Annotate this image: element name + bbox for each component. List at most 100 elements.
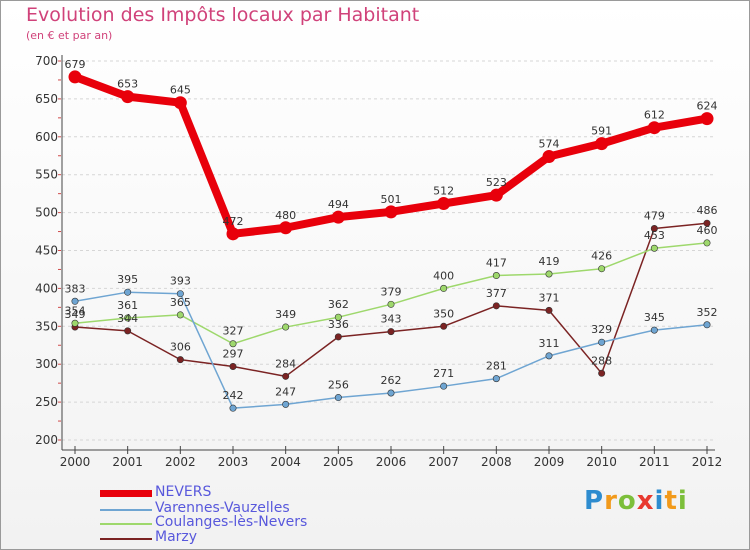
logo-letter: x <box>636 486 655 516</box>
data-point <box>334 313 342 321</box>
logo-letter: i <box>677 486 688 516</box>
x-tick-label: 2004 <box>270 455 301 469</box>
data-point <box>282 323 290 331</box>
data-point <box>229 404 237 412</box>
data-point <box>492 272 500 280</box>
data-label: 242 <box>223 389 244 402</box>
data-label: 361 <box>117 299 138 312</box>
x-tick-label: 2007 <box>428 455 459 469</box>
data-point <box>650 244 658 252</box>
data-point <box>68 70 82 84</box>
x-tick-label: 2000 <box>60 455 91 469</box>
y-tick-label: 400 <box>35 281 58 295</box>
data-point <box>545 352 553 360</box>
logo-letter: P <box>584 486 605 516</box>
data-label: 350 <box>433 307 454 320</box>
data-point <box>282 400 290 408</box>
data-point <box>703 239 711 247</box>
data-point <box>545 270 553 278</box>
data-point <box>387 328 395 336</box>
data-point <box>173 96 187 110</box>
y-tick-label: 550 <box>35 168 58 182</box>
data-label: 426 <box>591 250 612 263</box>
data-label: 480 <box>275 209 296 222</box>
data-point <box>650 225 658 233</box>
legend-label-marzy: Marzy <box>155 529 198 545</box>
data-point <box>703 321 711 329</box>
x-tick-label: 2011 <box>639 455 670 469</box>
legend-label-coulanges-les-nevers: Coulanges-lès-Nevers <box>155 514 308 530</box>
chart-title: Evolution des Impôts locaux par Habitant <box>26 4 420 26</box>
data-point <box>229 340 237 348</box>
data-label: 653 <box>117 78 138 91</box>
y-tick-label: 300 <box>35 357 58 371</box>
data-point <box>598 338 606 346</box>
data-point <box>121 90 135 104</box>
data-point <box>124 314 132 322</box>
proxiti-logo: Proxiti <box>584 486 688 516</box>
data-point <box>440 382 448 390</box>
y-tick-label: 450 <box>35 244 58 258</box>
legend-label-varennes-vauzelles: Varennes-Vauzelles <box>155 500 290 516</box>
data-label: 486 <box>697 204 718 217</box>
data-label: 377 <box>486 287 507 300</box>
data-point <box>703 219 711 227</box>
y-tick-label: 500 <box>35 206 58 220</box>
data-label: 297 <box>223 347 244 360</box>
data-point <box>440 322 448 330</box>
chart-subtitle: (en € et par an) <box>26 29 113 42</box>
data-point <box>71 297 79 305</box>
data-label: 284 <box>275 357 296 370</box>
data-point <box>387 300 395 308</box>
data-point <box>176 311 184 319</box>
data-label: 352 <box>697 306 718 319</box>
y-tick-label: 350 <box>35 319 58 333</box>
data-label: 494 <box>328 198 349 211</box>
data-label: 327 <box>223 325 244 338</box>
data-label: 645 <box>170 84 191 97</box>
data-label: 354 <box>65 304 86 317</box>
x-tick-label: 2002 <box>165 455 196 469</box>
data-point <box>282 372 290 380</box>
data-label: 281 <box>486 360 507 373</box>
data-point <box>176 356 184 364</box>
data-label: 419 <box>539 255 560 268</box>
legend-label-nevers: NEVERS <box>155 484 212 500</box>
data-point <box>124 327 132 335</box>
data-point <box>334 333 342 341</box>
data-point <box>650 326 658 334</box>
y-tick-label: 200 <box>35 433 58 447</box>
data-label: 311 <box>539 337 560 350</box>
data-point <box>334 394 342 402</box>
data-point <box>647 121 661 135</box>
data-label: 523 <box>486 176 507 189</box>
y-tick-label: 250 <box>35 395 58 409</box>
data-point <box>700 112 714 126</box>
data-point <box>229 362 237 370</box>
data-label: 460 <box>697 224 718 237</box>
data-label: 612 <box>644 109 665 122</box>
y-tick-label: 700 <box>35 54 58 68</box>
data-label: 329 <box>591 323 612 336</box>
data-point <box>124 288 132 296</box>
data-label: 400 <box>433 269 454 282</box>
data-point <box>279 221 293 235</box>
x-tick-label: 2005 <box>323 455 354 469</box>
data-label: 393 <box>170 275 191 288</box>
data-label: 336 <box>328 318 349 331</box>
data-label: 262 <box>381 374 402 387</box>
legend-swatch-marzy <box>100 538 152 540</box>
data-point <box>387 389 395 397</box>
data-point <box>492 375 500 383</box>
data-label: 362 <box>328 298 349 311</box>
data-label: 288 <box>591 354 612 367</box>
data-point <box>492 302 500 310</box>
data-label: 344 <box>117 312 138 325</box>
data-point <box>598 369 606 377</box>
data-point <box>226 227 240 241</box>
data-point <box>331 210 345 224</box>
y-tick-label: 600 <box>35 130 58 144</box>
data-point <box>595 137 609 151</box>
data-label: 624 <box>697 100 718 113</box>
data-label: 395 <box>117 273 138 286</box>
